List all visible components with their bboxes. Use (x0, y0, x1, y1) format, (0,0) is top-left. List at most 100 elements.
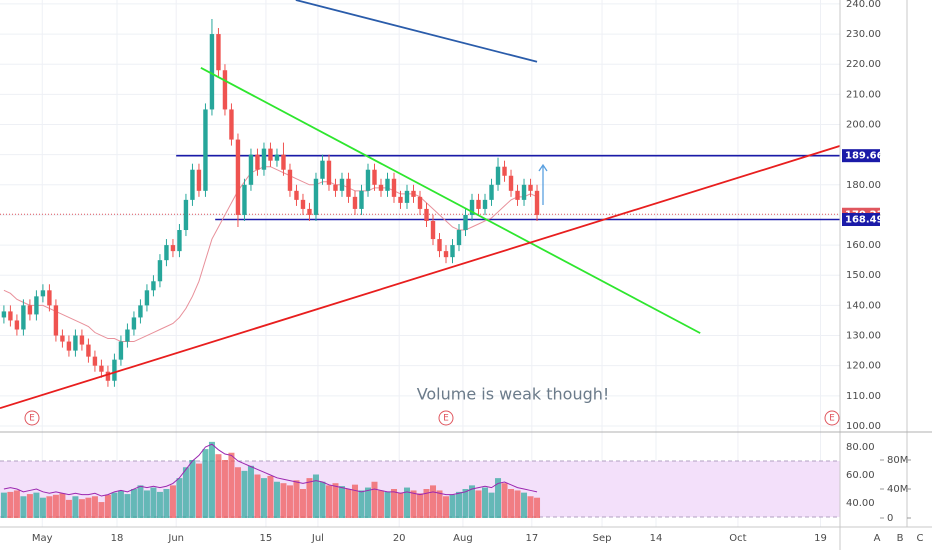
y-tick-label: 110.00 (846, 391, 881, 402)
volume-bar (482, 487, 489, 519)
volume-bar (163, 489, 170, 519)
candle-body (495, 166, 501, 185)
event-label: E (29, 414, 35, 424)
candle-body (235, 139, 241, 215)
candle-body (417, 196, 423, 209)
candle-body (255, 154, 260, 170)
candle-body (79, 335, 85, 345)
volume-bar (20, 496, 27, 519)
candle-body (60, 335, 65, 342)
candle-body (430, 220, 436, 240)
candle-body (157, 260, 163, 282)
candle-body (14, 320, 20, 330)
level-label-box (842, 149, 880, 163)
candle-body (352, 196, 358, 209)
volume-bar (46, 496, 53, 519)
volume-bar (397, 492, 404, 519)
volume-bar (521, 492, 528, 519)
scale-button[interactable]: A (874, 533, 881, 544)
x-tick-label: Sep (593, 533, 612, 544)
volume-bar (364, 487, 371, 519)
volume-bar (156, 491, 163, 519)
y-tick-label: 160.00 (846, 240, 881, 251)
scale-button[interactable]: C (917, 533, 924, 544)
candle-body (326, 160, 332, 185)
candle-body (313, 178, 319, 215)
x-tick-label: 19 (814, 533, 827, 544)
volume-bar (13, 490, 20, 519)
volume-bar (0, 492, 7, 519)
x-tick-label: 20 (393, 533, 406, 544)
scale-button[interactable]: B (897, 533, 904, 544)
volume-bar (417, 493, 423, 519)
volume-bar (456, 491, 463, 519)
candle-body (125, 329, 130, 342)
volume-bar (345, 489, 352, 519)
candle-body (229, 109, 234, 140)
candle-body (274, 154, 280, 161)
volume-bar (443, 496, 450, 519)
x-tick-label: 17 (525, 533, 538, 544)
volume-bar (130, 489, 137, 519)
volume-bar (85, 497, 92, 519)
candle-body (190, 169, 195, 200)
x-tick-label: Aug (453, 533, 473, 544)
candle-body (1, 311, 7, 318)
volume-bar (514, 490, 521, 519)
candle-body (183, 199, 189, 231)
oscillator-tick-label: 40.00 (846, 498, 875, 509)
candle-body (372, 169, 377, 185)
volume-bar (182, 467, 189, 519)
candle-body (378, 184, 384, 191)
volume-bar (202, 449, 209, 519)
volume-bar (299, 489, 306, 519)
candle-body (534, 190, 540, 215)
volume-bar (338, 486, 345, 519)
volume-tick-label: 0 (887, 513, 893, 524)
candle-body (47, 290, 52, 306)
volume-bar (527, 496, 534, 519)
candle-body (73, 335, 78, 351)
trendline (295, 0, 538, 63)
volume-bar (33, 492, 40, 519)
candle-body (170, 245, 176, 252)
candle-body (365, 169, 371, 191)
volume-bar (98, 502, 105, 519)
candle-body (398, 196, 403, 203)
volume-bar (189, 459, 196, 519)
volume-bar (423, 489, 430, 519)
volume-bar (150, 487, 157, 519)
candle-body (40, 290, 46, 297)
volume-bar (371, 481, 378, 519)
volume-bar (78, 499, 85, 519)
candle-body (359, 190, 364, 209)
x-tick-label: 15 (260, 533, 273, 544)
candle-body (118, 341, 124, 360)
volume-bar (377, 490, 384, 519)
trendline (0, 145, 840, 410)
oscillator-tick-label: 80.00 (846, 442, 875, 453)
volume-bar (111, 492, 118, 519)
volume-bar (508, 489, 515, 519)
level-label-box (842, 212, 880, 226)
volume-bar (384, 491, 391, 519)
y-tick-label: 200.00 (846, 120, 881, 131)
candle-body (307, 208, 312, 215)
candle-body (86, 344, 91, 357)
level-label: 168.49 (845, 214, 884, 225)
candle-body (450, 245, 455, 258)
volume-bar (52, 494, 59, 519)
candle-body (261, 148, 267, 170)
y-tick-label: 240.00 (846, 0, 881, 10)
volume-bar (234, 467, 241, 519)
y-tick-label: 210.00 (846, 89, 881, 100)
event-label: E (443, 414, 449, 424)
volume-bar (319, 481, 326, 519)
candle-body (385, 178, 390, 191)
candle-body (27, 305, 33, 315)
y-tick-label: 140.00 (846, 300, 881, 311)
volume-tick-label: 80M (887, 455, 908, 466)
volume-bar (59, 493, 66, 519)
